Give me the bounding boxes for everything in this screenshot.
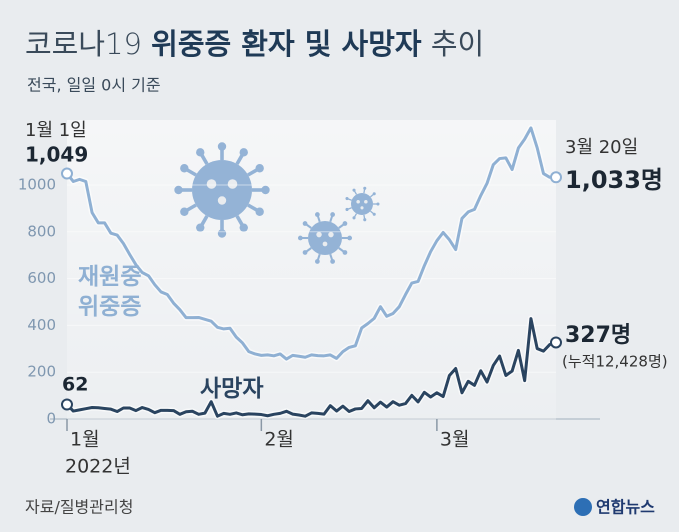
chart-title: 코로나19 위중증 환자 및 사망자 추이 [25, 27, 484, 61]
virus-spot [217, 196, 227, 205]
virus-tip [363, 186, 367, 190]
virus-spot [356, 200, 360, 204]
value-label: 327명 [565, 323, 631, 348]
cumulative-note: (누적12,428명) [562, 353, 668, 371]
plot-background [67, 120, 556, 419]
virus-tip [352, 188, 356, 192]
virus-tip [255, 207, 264, 216]
virus-body [192, 160, 252, 220]
virus-spot [364, 200, 368, 204]
endpoint [61, 398, 73, 411]
series-label: 사망자 [200, 376, 264, 402]
virus-spot [322, 241, 328, 247]
virus-tip [196, 148, 205, 157]
virus-tip [342, 250, 348, 255]
virus-spot [206, 179, 217, 189]
virus-body [308, 221, 342, 255]
virus-icon [297, 212, 353, 264]
y-tick-label: 600 [27, 269, 56, 287]
virus-tip [239, 148, 248, 157]
x-tick-label: 2월 [264, 429, 294, 451]
endpoint [550, 171, 562, 184]
virus-tip [376, 202, 380, 206]
value-label: 62 [62, 374, 88, 396]
source: 자료/질병관리청 [25, 498, 133, 517]
virus-tip [180, 164, 189, 173]
virus-tip [363, 218, 367, 222]
date-label: 1월 1일 [25, 120, 87, 141]
endpoint [61, 167, 73, 180]
virus-tip [330, 212, 335, 217]
virus-spot [328, 231, 334, 238]
endpoint [550, 336, 562, 349]
virus-tip [217, 229, 227, 238]
virus-tip [239, 223, 248, 232]
virus-tip [342, 221, 348, 226]
y-tick-label: 200 [27, 363, 56, 381]
virus-spot [360, 206, 364, 210]
virus-tip [196, 223, 205, 232]
series-label: 재원중 위중증 [78, 264, 142, 320]
virus-tip [347, 235, 353, 241]
virus-tip [174, 185, 183, 195]
virus-tip [330, 259, 335, 264]
virus-icon [345, 186, 380, 222]
value-label: 1,049 [25, 143, 88, 167]
virus-tip [255, 164, 264, 173]
virus-tip [217, 142, 227, 151]
virus-tip [302, 250, 308, 255]
x-tick-label: 1월 [70, 429, 100, 451]
virus-tip [345, 197, 349, 201]
virus-tip [302, 221, 308, 226]
logo-icon [574, 498, 592, 516]
virus-tip [315, 259, 320, 264]
virus-tip [352, 216, 356, 220]
virus-tip [261, 185, 270, 195]
y-tick-label: 800 [27, 222, 56, 240]
year-label: 2022년 [65, 456, 131, 478]
virus-tip [315, 212, 320, 217]
virus-spot [316, 231, 322, 238]
series-line [65, 317, 557, 418]
virus-tip [345, 207, 349, 211]
virus-tip [297, 235, 303, 241]
virus-spot [227, 179, 238, 189]
virus-tip [180, 207, 189, 216]
value-label: 1,033명 [565, 166, 663, 194]
virus-icon [174, 142, 270, 238]
logo: 연합뉴스 [596, 498, 655, 517]
x-tick-label: 3월 [440, 429, 470, 451]
subtitle: 전국, 일일 0시 기준 [27, 76, 161, 95]
y-tick-label: 0 [46, 410, 56, 428]
y-tick-label: 400 [27, 316, 56, 334]
virus-body [351, 193, 373, 215]
y-tick-label: 1000 [18, 176, 56, 194]
series-line [65, 126, 556, 361]
virus-tip [372, 212, 376, 216]
virus-tip [372, 192, 376, 196]
date-label: 3월 20일 [565, 137, 638, 158]
